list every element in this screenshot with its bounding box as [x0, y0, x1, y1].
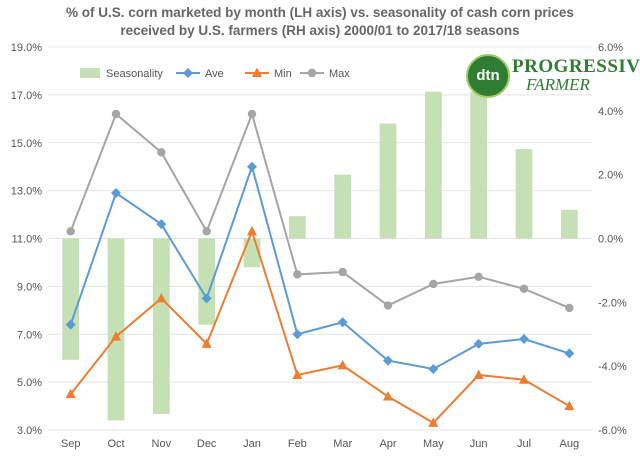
right-axis-tick-label: 4.0% [598, 106, 623, 118]
legend-swatch-seasonality [80, 68, 100, 78]
bar-seasonality-jun [470, 91, 488, 239]
left-axis-tick-label: 13.0% [11, 186, 42, 198]
progressive-farmer-logo: dtn PROGRESSIVE FARMER [466, 50, 640, 100]
legend-label-ave: Ave [205, 68, 224, 80]
point-ave-nov [156, 219, 167, 230]
point-min-mar [337, 359, 348, 370]
line-ave [69, 163, 570, 371]
x-axis-tick-label: Mar [333, 438, 352, 450]
bar-seasonality-may [424, 91, 442, 239]
legend-label-min: Min [274, 68, 292, 80]
point-min-jun [473, 369, 484, 379]
x-axis-tick-label: Nov [152, 438, 172, 450]
point-ave-feb [292, 329, 303, 340]
point-min-jan [247, 225, 257, 236]
point-ave-jan [247, 161, 257, 172]
left-axis-tick-label: 9.0% [17, 281, 42, 293]
bar-seasonality-aug [560, 209, 578, 239]
bar-seasonality-jul [515, 149, 533, 239]
chart-title-line-2: received by U.S. farmers (RH axis) 2000/… [120, 23, 520, 38]
bar-seasonality-feb [288, 216, 306, 239]
x-axis-tick-label: May [423, 438, 444, 450]
point-ave-aug [564, 348, 575, 359]
left-axis-tick-label: 15.0% [11, 138, 42, 150]
left-axis-tick-label: 19.0% [11, 42, 42, 54]
right-axis-tick-label: 2.0% [598, 170, 623, 182]
point-max-mar [338, 267, 347, 277]
point-ave-oct [111, 188, 121, 199]
line-max [69, 110, 570, 309]
point-max-apr [383, 301, 393, 310]
point-max-oct [111, 109, 121, 119]
point-ave-jun [473, 338, 484, 349]
point-max-feb [293, 270, 302, 279]
x-axis-tick-label: Jan [243, 438, 261, 450]
point-ave-jul [519, 334, 529, 345]
x-axis-tick-label: Dec [197, 438, 217, 450]
x-axis-tick-label: Jun [470, 438, 488, 450]
right-axis-tick-label: -2.0% [598, 297, 627, 309]
point-max-jan [247, 109, 257, 119]
left-axis-tick-label: 3.0% [17, 425, 42, 437]
left-axis-tick-label: 17.0% [11, 90, 42, 102]
right-axis-tick-label: 6.0% [598, 42, 623, 54]
point-min-oct [111, 331, 121, 341]
logo-word-farmer: FARMER [526, 75, 590, 94]
bar-seasonality-oct [107, 238, 125, 421]
bar-seasonality-mar [334, 174, 352, 239]
x-axis-tick-label: Apr [379, 438, 396, 450]
point-ave-may [428, 363, 439, 374]
point-min-dec [201, 338, 212, 348]
logo-word-progressive: PROGRESSIVE [512, 56, 640, 77]
legend-label-seasonality: Seasonality [106, 68, 163, 80]
left-axis-tick-label: 7.0% [17, 329, 42, 341]
point-max-jun [474, 272, 483, 281]
right-axis-tick-label: -6.0% [598, 425, 627, 437]
point-min-apr [383, 390, 393, 401]
point-min-aug [564, 400, 575, 411]
point-ave-dec [201, 293, 212, 304]
point-max-nov [157, 148, 166, 157]
x-axis-tick-label: Sep [61, 438, 81, 450]
legend-label-max: Max [329, 68, 350, 80]
point-ave-sep [65, 319, 76, 330]
point-ave-apr [383, 355, 393, 366]
point-max-may [429, 279, 438, 289]
point-max-dec [202, 227, 211, 236]
dtn-badge-icon: dtn [466, 54, 510, 98]
bar-seasonality-sep [62, 238, 80, 360]
bar-seasonality-nov [152, 238, 170, 415]
right-axis-tick-label: 0.0% [598, 234, 623, 246]
line-min [69, 228, 570, 425]
point-min-nov [156, 292, 167, 303]
x-axis-tick-label: Aug [560, 438, 580, 450]
x-axis-tick-label: Oct [107, 438, 124, 450]
chart-title-line-1: % of U.S. corn marketed by month (LH axi… [66, 5, 574, 20]
x-axis-tick-label: Jul [517, 438, 531, 450]
left-axis-tick-label: 11.0% [12, 234, 43, 246]
bar-seasonality-dec [198, 238, 216, 325]
point-max-jul [519, 284, 529, 293]
point-ave-mar [337, 317, 348, 328]
point-min-may [428, 417, 439, 427]
right-axis-tick-label: -4.0% [598, 361, 627, 373]
point-min-feb [292, 369, 303, 379]
point-min-jul [519, 374, 529, 384]
point-max-aug [565, 303, 574, 313]
point-min-sep [65, 388, 76, 399]
point-max-sep [66, 227, 75, 236]
x-axis-tick-label: Feb [288, 438, 307, 450]
legend-marker-ave [183, 68, 193, 78]
legend-marker-min [252, 67, 262, 77]
legend-marker-max [307, 68, 317, 78]
bar-seasonality-apr [379, 123, 397, 239]
left-axis-tick-label: 5.0% [17, 377, 42, 389]
